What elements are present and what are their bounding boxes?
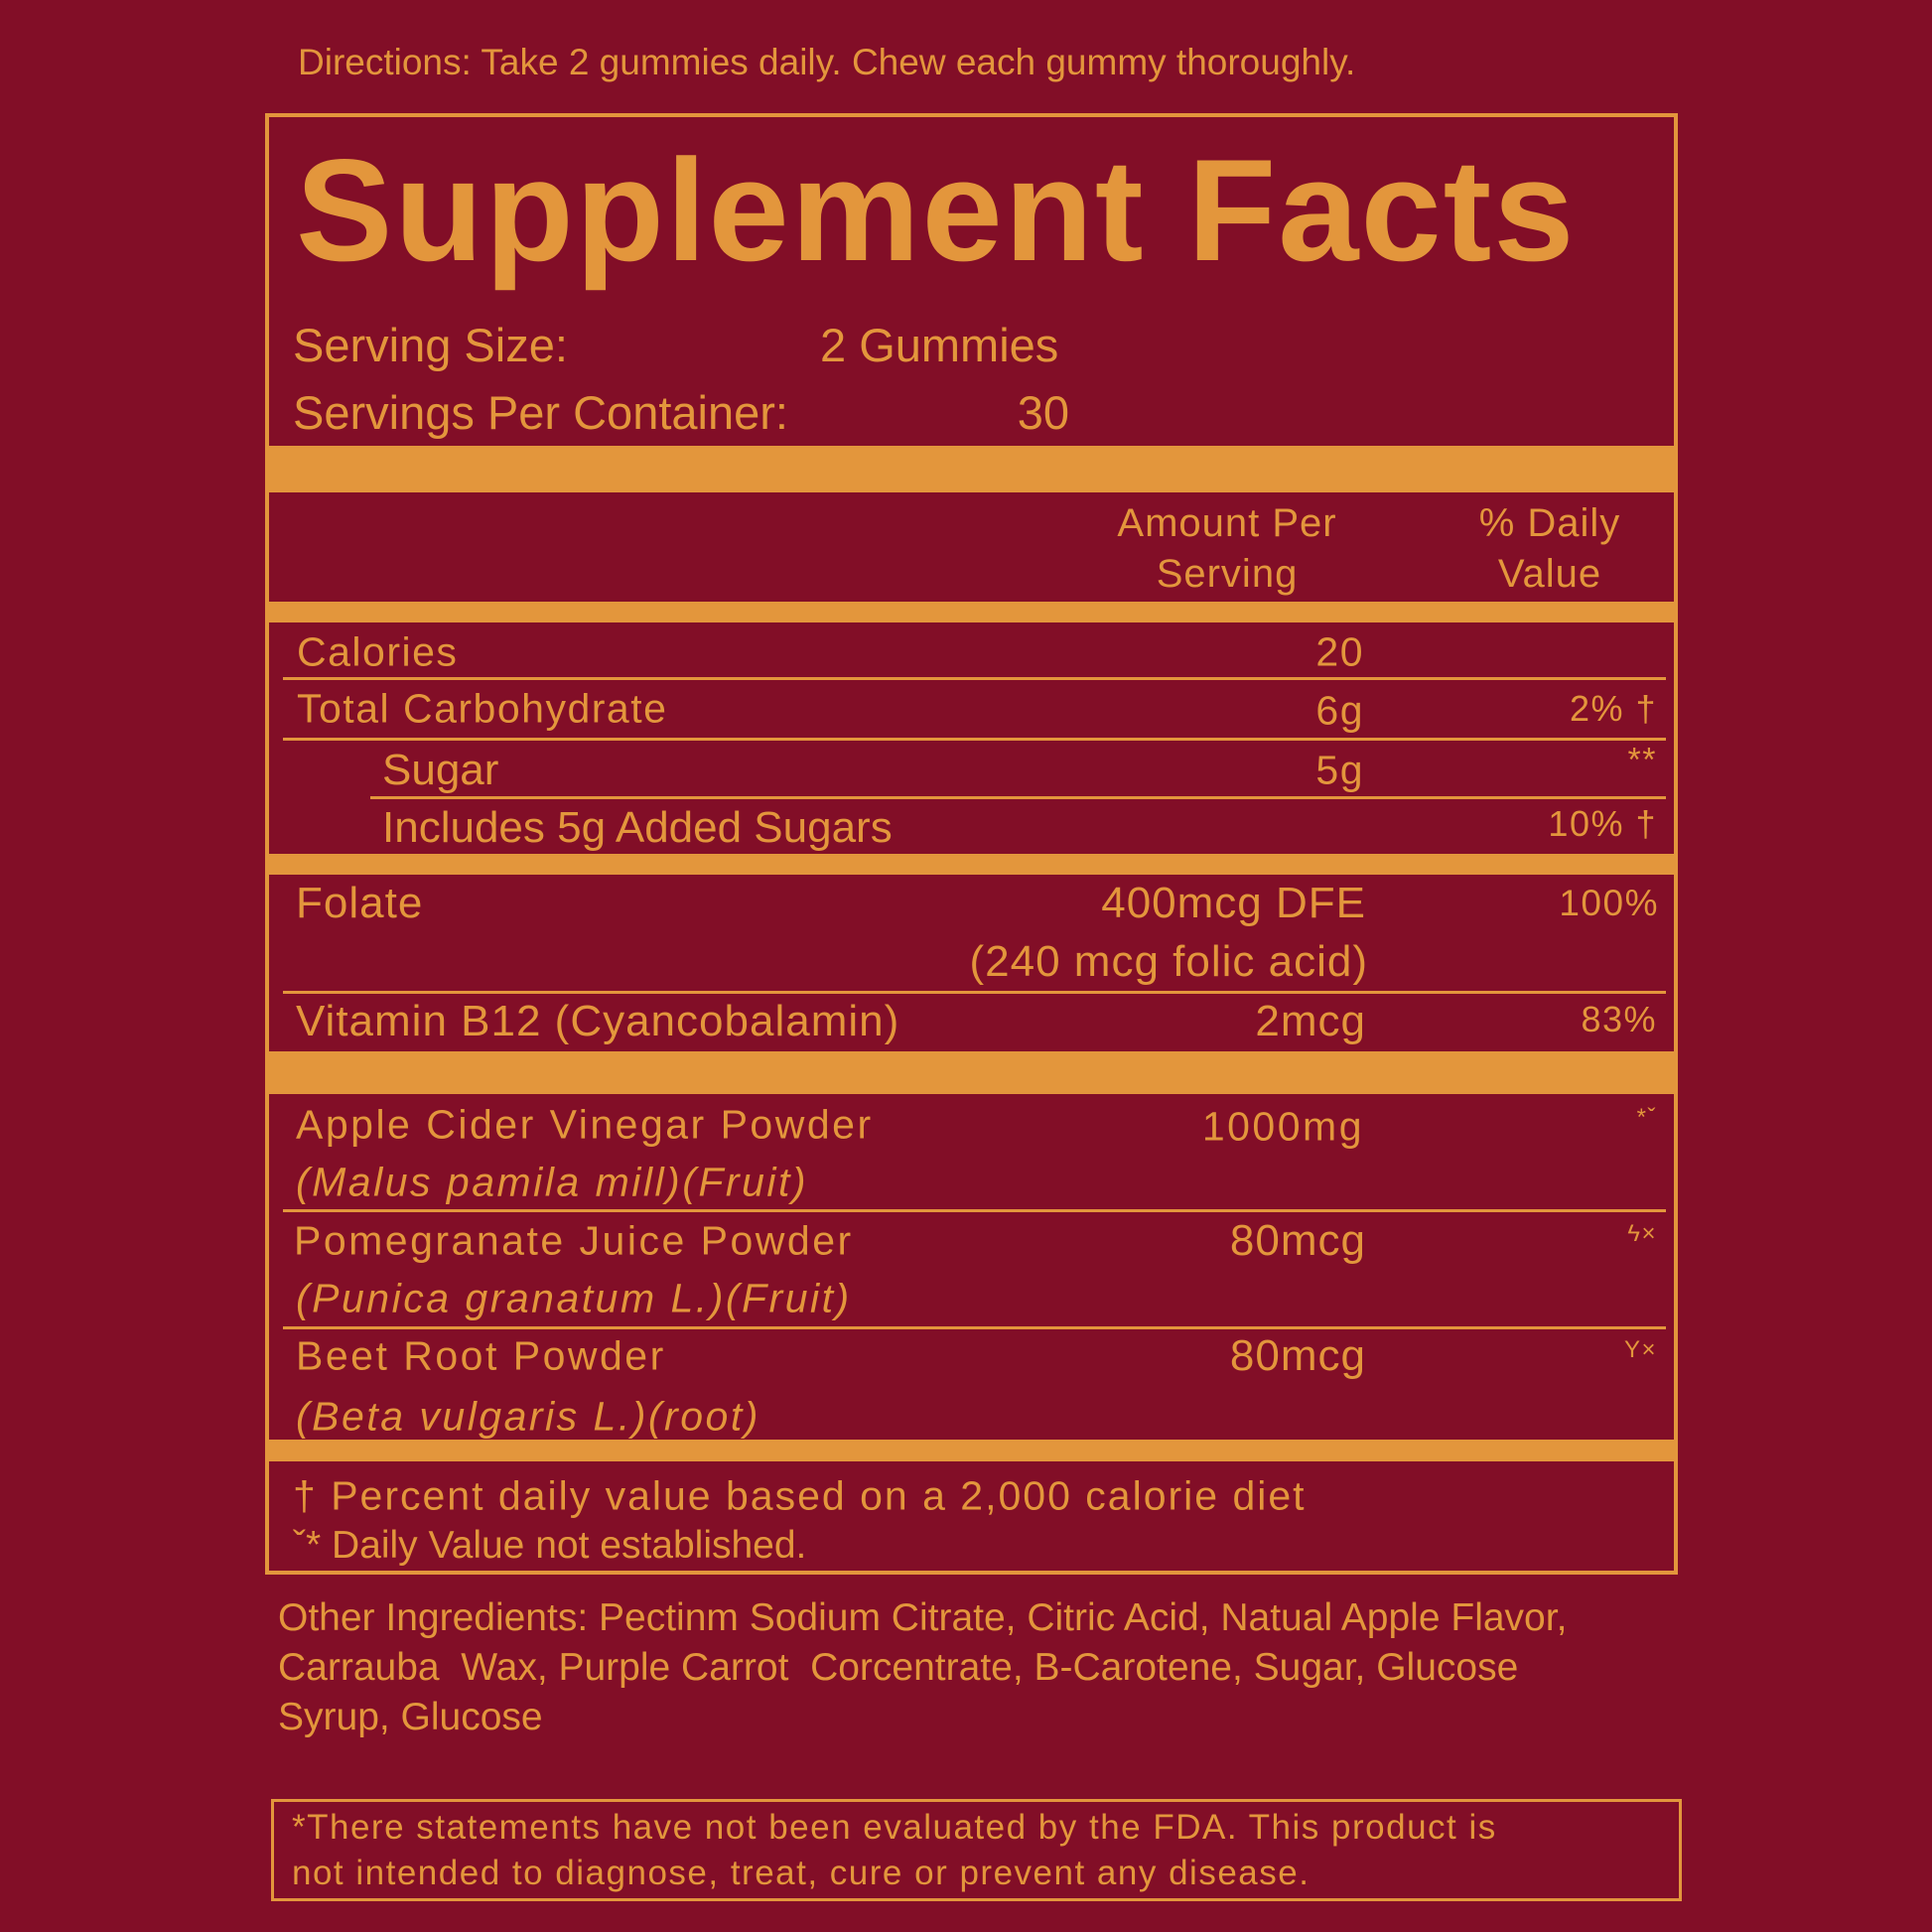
directions: Directions: Take 2 gummies daily. Chew e…	[298, 42, 1356, 82]
botanical-dv: Y×	[1623, 1336, 1657, 1363]
header-amount-line1: Amount Per	[1117, 501, 1337, 545]
botanical-dv: *ˇ	[1636, 1104, 1657, 1131]
nutrient-amount: 5g	[1315, 747, 1364, 793]
serving-size-value: 2 Gummies	[820, 319, 1059, 371]
nutrient-dv: 2% †	[1569, 688, 1657, 729]
vitamin-dv: 83%	[1581, 999, 1657, 1039]
footnote-daily-value: † Percent daily value based on a 2,000 c…	[293, 1472, 1307, 1519]
botanical-latin: (Beta vulgaris L.)(root)	[296, 1393, 760, 1440]
vitamin-amount: 2mcg	[1255, 997, 1366, 1045]
botanical-name: Beet Root Powder	[296, 1332, 666, 1379]
botanical-amount: 80mcg	[1229, 1216, 1366, 1265]
fda-disclaimer-line: *There statements have not been evaluate…	[292, 1808, 1497, 1847]
nutrient-amount: 20	[1315, 628, 1364, 675]
row-divider	[370, 796, 1666, 799]
vitamin-name: Folate	[296, 879, 424, 927]
row-divider	[283, 1209, 1666, 1212]
nutrient-amount: 6g	[1315, 687, 1364, 734]
botanical-latin: (Punica granatum L.)(Fruit)	[296, 1275, 852, 1321]
divider	[265, 602, 1678, 622]
other-ingredients: Other Ingredients: Pectinm Sodium Citrat…	[278, 1593, 1567, 1742]
botanical-name: Apple Cider Vinegar Powder	[296, 1101, 874, 1148]
panel-title: Supplement Facts	[296, 129, 1577, 291]
header-daily-value: % Daily Value	[1479, 498, 1621, 600]
botanical-amount: 80mcg	[1229, 1331, 1366, 1380]
header-amount-line2: Serving	[1156, 552, 1299, 596]
nutrient-name: Includes 5g Added Sugars	[382, 803, 893, 852]
vitamin-name: Vitamin B12 (Cyancobalamin)	[296, 997, 900, 1045]
row-divider	[283, 738, 1666, 741]
servings-per-container-value: 30	[1017, 386, 1069, 439]
vitamin-amount: 400mcg DFE	[1101, 879, 1366, 927]
botanical-latin: (Malus pamila mill)(Fruit)	[296, 1159, 809, 1205]
footnote-not-established: ˇ* Daily Value not established.	[293, 1524, 807, 1567]
row-divider	[283, 1326, 1666, 1329]
nutrient-name: Total Carbohydrate	[297, 685, 668, 732]
serving-size-label: Serving Size:	[293, 319, 568, 371]
other-ingredients-line: Carrauba Wax, Purple Carrot Corcentrate,…	[278, 1646, 1519, 1689]
fda-disclaimer-line: not intended to diagnose, treat, cure or…	[292, 1854, 1311, 1892]
botanical-dv: ϟ×	[1627, 1220, 1657, 1247]
other-ingredients-line: Other Ingredients: Pectinm Sodium Citrat…	[278, 1596, 1568, 1639]
vitamin-dv: 100%	[1559, 883, 1659, 923]
divider-thick	[265, 446, 1678, 492]
divider-thick	[265, 1051, 1678, 1094]
row-divider	[283, 677, 1666, 680]
header-amount: Amount Per Serving	[1117, 498, 1336, 600]
botanical-name: Pomegranate Juice Powder	[294, 1217, 854, 1264]
fda-disclaimer-box	[271, 1799, 1682, 1901]
header-dv-line2: Value	[1497, 552, 1602, 596]
nutrient-name: Calories	[297, 628, 459, 675]
divider	[265, 1440, 1678, 1461]
servings-per-container-label: Servings Per Container:	[293, 386, 788, 439]
header-dv-line1: % Daily	[1478, 501, 1621, 545]
row-divider	[283, 991, 1666, 994]
vitamin-amount-note: (240 mcg folic acid)	[969, 937, 1368, 986]
nutrient-dv: **	[1627, 741, 1657, 779]
nutrient-dv: 10% †	[1548, 803, 1657, 844]
nutrient-name: Sugar	[382, 746, 499, 794]
botanical-amount: 1000mg	[1201, 1103, 1364, 1150]
other-ingredients-line: Syrup, Glucose	[278, 1696, 543, 1738]
fda-disclaimer: *There statements have not been evaluate…	[292, 1805, 1497, 1896]
divider	[265, 854, 1678, 875]
supplement-facts-panel	[265, 113, 1678, 1575]
